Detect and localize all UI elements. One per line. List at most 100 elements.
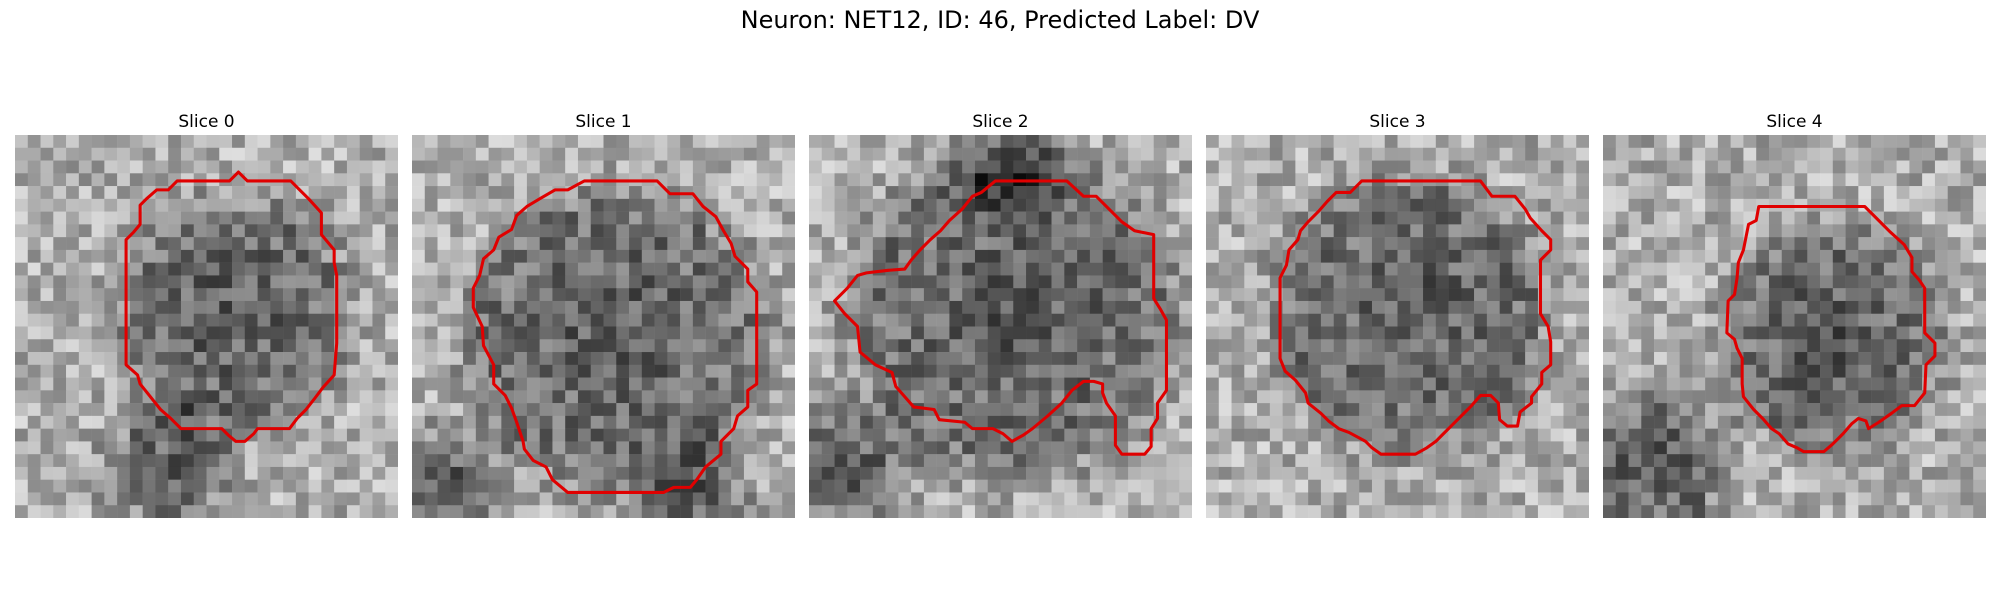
image-pixel [1832, 454, 1846, 468]
image-pixel [1346, 249, 1360, 263]
image-pixel [1026, 262, 1040, 276]
image-pixel [1563, 352, 1577, 366]
image-pixel [616, 492, 630, 506]
image-pixel [514, 466, 528, 480]
image-pixel [1013, 390, 1027, 404]
image-pixel [898, 479, 912, 493]
image-pixel [1909, 364, 1923, 378]
image-pixel [1153, 505, 1167, 518]
image-pixel [923, 479, 937, 493]
image-pixel [936, 364, 950, 378]
image-pixel [1140, 390, 1154, 404]
image-pixel [168, 466, 182, 480]
image-pixel [1576, 377, 1589, 391]
image-pixel [1756, 288, 1770, 302]
image-pixel [1089, 326, 1103, 340]
image-pixel [1807, 275, 1821, 289]
image-pixel [1550, 224, 1564, 238]
image-pixel [680, 249, 694, 263]
image-pixel [78, 237, 92, 251]
image-pixel [821, 441, 835, 455]
image-pixel [1026, 441, 1040, 455]
image-pixel [1102, 415, 1116, 429]
image-pixel [359, 403, 373, 417]
image-pixel [1218, 441, 1232, 455]
image-pixel [1308, 466, 1322, 480]
image-pixel [1705, 198, 1719, 212]
image-pixel [1499, 135, 1513, 149]
image-pixel [1871, 339, 1885, 353]
image-pixel [654, 390, 668, 404]
image-pixel [450, 160, 464, 174]
image-pixel [321, 403, 335, 417]
image-pixel [1051, 249, 1065, 263]
image-pixel [885, 211, 899, 225]
image-pixel [424, 479, 438, 493]
image-pixel [1947, 186, 1961, 200]
image-pixel [1346, 224, 1360, 238]
image-pixel [1794, 403, 1808, 417]
image-pixel [27, 466, 41, 480]
image-pixel [501, 505, 515, 518]
image-pixel [437, 275, 451, 289]
image-pixel [539, 364, 553, 378]
image-pixel [78, 377, 92, 391]
image-pixel [308, 352, 322, 366]
image-pixel [526, 160, 540, 174]
image-pixel [283, 288, 297, 302]
image-pixel [1257, 160, 1271, 174]
image-pixel [962, 454, 976, 468]
image-pixel [616, 300, 630, 314]
image-pixel [501, 326, 515, 340]
image-pixel [1231, 352, 1245, 366]
slice-title-1: Slice 1 [575, 112, 632, 132]
image-pixel [911, 237, 925, 251]
image-pixel [552, 415, 566, 429]
image-pixel [962, 160, 976, 174]
image-pixel [1013, 300, 1027, 314]
image-pixel [1973, 403, 1986, 417]
image-pixel [1499, 275, 1513, 289]
image-pixel [1820, 288, 1834, 302]
image-pixel [860, 211, 874, 225]
image-pixel [898, 454, 912, 468]
image-pixel [692, 339, 706, 353]
image-pixel [1461, 160, 1475, 174]
image-pixel [257, 390, 271, 404]
image-pixel [244, 237, 258, 251]
image-pixel [1550, 415, 1564, 429]
image-pixel [1359, 313, 1373, 327]
image-pixel [15, 377, 29, 391]
image-pixel [1628, 403, 1642, 417]
image-pixel [1781, 390, 1795, 404]
image-pixel [1384, 160, 1398, 174]
image-pixel [1768, 505, 1782, 518]
image-pixel [53, 492, 67, 506]
image-pixel [1051, 237, 1065, 251]
image-pixel [1499, 262, 1513, 276]
image-pixel [129, 403, 143, 417]
image-pixel [412, 147, 426, 161]
image-pixel [385, 262, 398, 276]
image-pixel [1743, 403, 1757, 417]
image-pixel [1231, 224, 1245, 238]
image-pixel [680, 300, 694, 314]
image-pixel [104, 173, 118, 187]
image-pixel [1550, 237, 1564, 251]
image-pixel [872, 147, 886, 161]
image-pixel [885, 147, 899, 161]
image-pixel [1858, 492, 1872, 506]
image-pixel [424, 505, 438, 518]
image-pixel [654, 415, 668, 429]
image-pixel [514, 262, 528, 276]
image-pixel [450, 441, 464, 455]
image-pixel [463, 441, 477, 455]
image-pixel [1654, 313, 1668, 327]
image-pixel [1153, 224, 1167, 238]
image-pixel [168, 505, 182, 518]
image-pixel [898, 492, 912, 506]
image-pixel [860, 505, 874, 518]
image-pixel [705, 492, 719, 506]
image-pixel [488, 300, 502, 314]
image-pixel [1641, 352, 1655, 366]
